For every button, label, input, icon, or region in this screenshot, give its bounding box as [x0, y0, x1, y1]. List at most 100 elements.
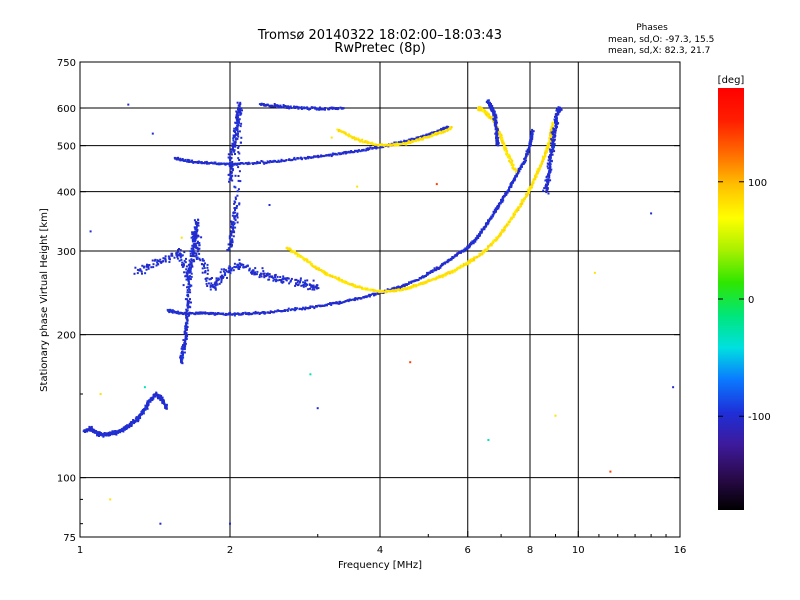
data-point [229, 157, 232, 160]
data-point [510, 164, 513, 166]
data-point [488, 115, 491, 118]
data-point [155, 391, 158, 394]
data-point [230, 162, 233, 165]
data-point [192, 237, 195, 240]
data-point [260, 275, 263, 278]
data-point [519, 206, 522, 208]
data-point [446, 128, 449, 131]
data-point [134, 420, 137, 423]
data-point [189, 252, 192, 255]
data-point [190, 266, 193, 269]
data-point [341, 301, 344, 304]
data-point [516, 207, 519, 210]
data-point [529, 138, 532, 141]
data-point [355, 297, 358, 300]
data-point [236, 216, 239, 219]
data-point [439, 130, 442, 133]
data-point [192, 254, 195, 257]
data-point [222, 276, 224, 279]
y-axis-ticks: 75 100 200 300 400 500 600 750 [57, 58, 680, 544]
data-point [146, 263, 148, 266]
data-point [469, 241, 472, 244]
data-point [200, 312, 202, 315]
data-point [507, 189, 510, 192]
data-point [237, 166, 240, 169]
data-point [229, 178, 232, 181]
data-point [232, 144, 235, 147]
data-point [501, 140, 504, 143]
data-point [549, 156, 552, 159]
data-point [531, 130, 534, 133]
data-point [248, 267, 251, 270]
data-point [236, 124, 239, 127]
data-point [93, 430, 96, 433]
data-point [218, 278, 221, 281]
data-point [437, 266, 440, 269]
data-point [554, 122, 557, 125]
data-point [508, 160, 511, 162]
data-point [280, 279, 283, 282]
data-point [185, 333, 188, 336]
data-point [399, 287, 402, 290]
data-point [119, 431, 122, 434]
data-point [549, 163, 552, 166]
data-point [317, 304, 320, 307]
data-point [192, 248, 195, 251]
data-point [151, 259, 154, 262]
data-point [244, 162, 247, 165]
data-point [237, 120, 240, 123]
data-point [311, 305, 314, 308]
data-point [254, 267, 257, 270]
data-point [546, 165, 549, 168]
data-point [368, 141, 371, 144]
data-point [503, 148, 506, 151]
data-point [290, 279, 292, 282]
data-point [494, 209, 497, 212]
data-point [261, 160, 264, 163]
data-point [500, 200, 503, 203]
data-point [201, 259, 204, 262]
data-point [264, 161, 267, 164]
data-point [437, 132, 440, 135]
data-point [225, 270, 228, 273]
data-point [197, 160, 200, 163]
data-point [227, 271, 230, 274]
data-point [196, 246, 199, 249]
data-point [188, 266, 191, 269]
data-point [402, 140, 405, 143]
data-point [107, 433, 110, 436]
data-point [192, 260, 195, 263]
data-point [220, 279, 223, 282]
data-point [152, 263, 155, 266]
data-point [237, 106, 240, 109]
data-point [202, 263, 205, 266]
data-point [236, 214, 239, 217]
colorbar-tick-label: -100 [748, 412, 771, 423]
data-point [379, 290, 382, 293]
data-point [309, 261, 312, 264]
data-point [360, 297, 363, 300]
data-point [485, 101, 488, 103]
data-point [200, 162, 203, 165]
data-point [457, 266, 460, 269]
data-point [250, 271, 252, 274]
data-point [183, 332, 186, 335]
data-point [550, 126, 553, 129]
data-point [551, 130, 554, 133]
data-point [330, 304, 333, 306]
data-point [234, 162, 237, 165]
data-point [266, 104, 269, 107]
data-point [502, 143, 505, 145]
data-point [241, 162, 244, 165]
data-point [478, 109, 481, 112]
data-point [294, 107, 297, 109]
data-point [383, 290, 386, 293]
data-point [324, 107, 327, 110]
data-point [309, 307, 312, 309]
data-point [495, 237, 498, 240]
data-point [295, 278, 298, 281]
data-point [397, 285, 400, 288]
data-point [237, 147, 240, 149]
data-point [380, 146, 383, 149]
data-point [550, 138, 553, 141]
